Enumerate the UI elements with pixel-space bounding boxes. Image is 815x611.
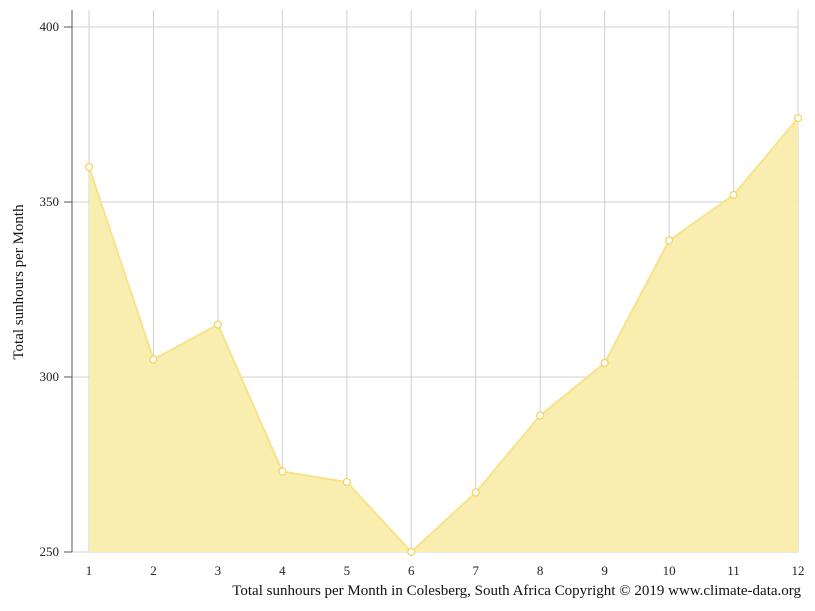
- series-line: [88, 117, 799, 554]
- data-point: [729, 190, 738, 200]
- x-tick-label: 2: [150, 563, 157, 578]
- x-tick-label: 7: [472, 563, 479, 578]
- data-point: [149, 355, 158, 364]
- x-tick-label: 12: [792, 563, 805, 578]
- data-point: [536, 411, 545, 420]
- data-point: [84, 162, 94, 172]
- y-tick-labels: 250 300 350 400: [40, 19, 60, 559]
- x-tick-label: 6: [408, 563, 415, 578]
- data-markers: [84, 113, 803, 557]
- y-tick-label: 400: [40, 19, 60, 34]
- x-tick-label: 1: [86, 563, 93, 578]
- x-tick-labels: 1 2 3 4 5 6 7 8 9 10 11 12: [86, 563, 805, 578]
- y-tick-label: 350: [40, 194, 60, 209]
- data-point: [407, 547, 416, 557]
- y-tick-label: 300: [40, 369, 60, 384]
- chart-caption: Total sunhours per Month in Colesberg, S…: [232, 583, 801, 599]
- data-point: [278, 467, 287, 476]
- axes: [64, 10, 73, 553]
- data-point: [793, 113, 803, 123]
- y-tick-label: 250: [40, 544, 60, 559]
- x-tick-label: 8: [537, 563, 544, 578]
- x-tick-label: 5: [344, 563, 351, 578]
- x-tick-label: 10: [663, 563, 676, 578]
- x-tick-label: 4: [279, 563, 286, 578]
- x-tick-label: 9: [601, 563, 608, 578]
- data-point: [213, 320, 223, 329]
- x-tick-label: 11: [727, 563, 740, 578]
- data-point: [664, 236, 674, 245]
- y-axis-title: Total sunhours per Month: [11, 204, 27, 360]
- data-point: [471, 488, 480, 497]
- data-point: [600, 358, 609, 368]
- area-fill: [89, 118, 798, 552]
- data-point: [342, 477, 351, 487]
- x-tick-label: 3: [215, 563, 222, 578]
